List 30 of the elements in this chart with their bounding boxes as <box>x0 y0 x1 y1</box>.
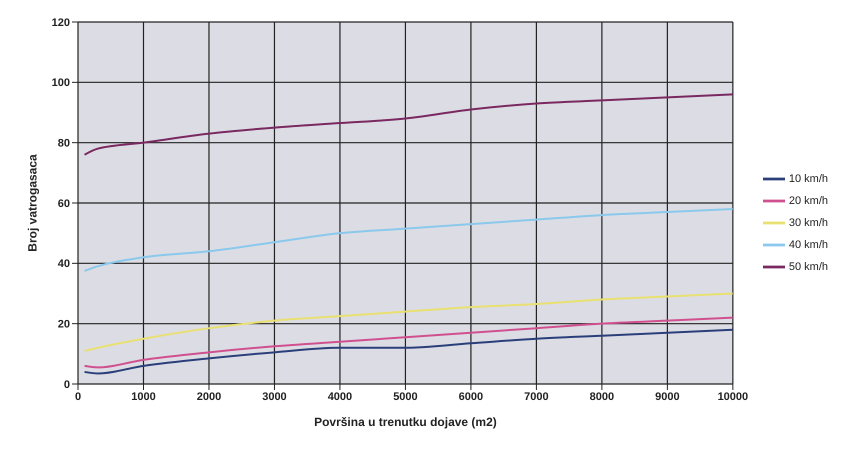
legend-label: 30 km/h <box>788 216 828 229</box>
x-tick-label: 7000 <box>524 390 549 403</box>
y-tick-label: 80 <box>58 138 70 150</box>
legend-label: 50 km/h <box>788 260 828 273</box>
x-tick-label: 1000 <box>131 390 156 403</box>
x-tick-label: 8000 <box>590 390 614 403</box>
line-series <box>84 316 733 368</box>
x-axis-title: Površina u trenutku dojave (m2) <box>314 415 497 429</box>
x-tick-label: 6000 <box>458 390 484 403</box>
line-series <box>84 208 733 272</box>
x-tick-label: 9000 <box>655 390 680 403</box>
x-tick-label: 4000 <box>328 390 352 403</box>
y-axis-title: Broj vatrogasaca <box>25 154 40 252</box>
y-tick-label: 20 <box>58 318 70 331</box>
line-series <box>84 328 733 374</box>
legend-label: 20 km/h <box>788 194 828 207</box>
x-tick-label: 3000 <box>262 390 287 403</box>
y-tick-label: 0 <box>64 378 70 391</box>
line-series <box>84 292 733 352</box>
y-tick-label: 40 <box>58 258 70 270</box>
y-tick-label: 60 <box>58 198 70 210</box>
x-tick-label: 0 <box>74 390 82 403</box>
x-tick-label: 5000 <box>393 390 418 403</box>
line-series <box>84 93 733 156</box>
y-tick-label: 100 <box>52 77 70 90</box>
legend-label: 40 km/h <box>788 238 828 251</box>
y-tick-label: 120 <box>52 16 70 29</box>
legend-label: 10 km/h <box>788 172 828 185</box>
x-tick-label: 10000 <box>718 390 748 403</box>
x-tick-label: 2000 <box>196 390 222 403</box>
